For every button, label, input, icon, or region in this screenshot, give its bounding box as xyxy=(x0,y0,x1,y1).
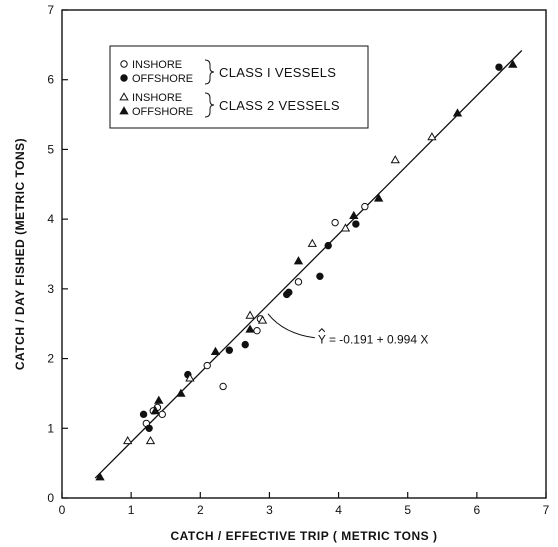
filled-circle-point xyxy=(225,346,234,354)
x-tick-label: 5 xyxy=(404,503,411,517)
filled-triangle-point xyxy=(293,256,304,265)
y-tick-label: 7 xyxy=(47,3,54,17)
legend: INSHORE OFFSHORE CLASS I VESSELS INSHORE… xyxy=(109,45,369,129)
filled-triangle-point xyxy=(150,406,161,415)
x-tick-label: 6 xyxy=(474,503,481,517)
y-tick-label: 5 xyxy=(47,142,54,156)
open-circle-point xyxy=(219,382,227,391)
legend-class1-offshore-label: OFFSHORE xyxy=(132,73,193,85)
legend-markers xyxy=(119,60,129,115)
filled-circle-point xyxy=(495,63,503,71)
y-tick-label: 1 xyxy=(47,421,54,435)
plot-frame xyxy=(61,9,547,499)
legend-class2-label: CLASS 2 VESSELS xyxy=(219,98,340,113)
axis-ticks: 0 1 2 3 4 5 6 7 0 1 2 3 4 5 6 7 xyxy=(47,3,549,517)
filled-triangle-point xyxy=(374,193,384,202)
open-triangle-point xyxy=(390,155,400,164)
x-tick-label: 2 xyxy=(197,503,204,517)
open-circle-point xyxy=(253,326,261,335)
open-circle-point xyxy=(158,410,166,419)
y-tick-label: 2 xyxy=(47,352,54,366)
legend-filled-circle-icon xyxy=(120,74,128,82)
open-triangle-point xyxy=(145,436,156,445)
y-tick-label: 4 xyxy=(47,212,54,226)
filled-circle-point xyxy=(241,340,249,349)
open-circle-point xyxy=(203,361,211,370)
filled-triangle-point xyxy=(95,472,105,481)
filled-triangle-point xyxy=(154,395,164,404)
legend-open-circle-icon xyxy=(120,60,128,68)
legend-class1-brace xyxy=(204,59,215,85)
regression-equation: Y = -0.191 + 0.994 X xyxy=(318,333,429,347)
filled-triangle-point xyxy=(349,210,359,220)
y-tick-label: 3 xyxy=(47,282,54,296)
filled-circle-point xyxy=(352,220,360,228)
x-axis-label: CATCH / EFFECTIVE TRIP ( METRIC TONS ) xyxy=(170,529,437,543)
regression-line xyxy=(94,50,523,479)
filled-circle-point xyxy=(316,272,324,281)
y-tick-label: 0 xyxy=(47,491,54,505)
open-triangle-point xyxy=(245,310,255,319)
open-circle-point xyxy=(361,202,369,211)
open-triangle-point xyxy=(340,223,351,232)
x-tick-label: 7 xyxy=(543,503,550,517)
filled-circle-point xyxy=(139,410,148,419)
open-circle-point xyxy=(331,218,339,227)
legend-filled-triangle-icon xyxy=(119,106,129,115)
open-triangle-point xyxy=(185,373,195,382)
legend-open-triangle-icon xyxy=(119,92,129,101)
y-tick-label: 6 xyxy=(47,73,54,87)
x-tick-label: 3 xyxy=(266,503,273,517)
legend-class2-offshore-label: OFFSHORE xyxy=(132,106,193,118)
filled-circle-point xyxy=(285,288,293,297)
x-tick-label: 0 xyxy=(59,503,66,517)
filled-circle-point xyxy=(324,241,332,250)
filled-triangle-point xyxy=(176,388,186,397)
open-triangle-point xyxy=(123,436,133,445)
x-tick-label: 1 xyxy=(128,503,135,517)
x-tick-label: 4 xyxy=(335,503,342,517)
filled-triangle-point xyxy=(452,108,463,117)
open-triangle-point xyxy=(427,132,437,141)
regression-label-leader xyxy=(267,313,315,339)
filled-circle-point xyxy=(145,424,153,432)
y-hat-mark xyxy=(318,328,326,333)
legend-class2-inshore-label: INSHORE xyxy=(132,92,182,104)
filled-triangle-point xyxy=(245,324,255,333)
data-points xyxy=(95,59,518,481)
filled-triangle-point xyxy=(508,59,518,68)
legend-frame xyxy=(109,45,369,129)
open-triangle-point xyxy=(307,238,317,247)
open-circle-point xyxy=(294,278,303,286)
legend-class1-label: CLASS I VESSELS xyxy=(219,65,336,80)
legend-class2-brace xyxy=(204,92,215,118)
legend-class1-inshore-label: INSHORE xyxy=(132,59,182,71)
y-axis-label: CATCH / DAY FISHED (METRIC TONS) xyxy=(13,138,27,370)
open-triangle-point xyxy=(257,315,268,324)
filled-triangle-point xyxy=(210,346,221,355)
